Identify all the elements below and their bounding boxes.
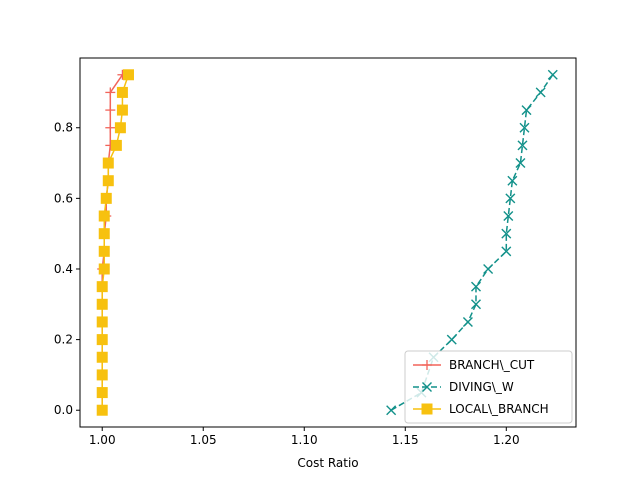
marker-stroke (505, 193, 516, 204)
marker-stroke (446, 334, 457, 345)
data-point (114, 122, 126, 134)
x-axis-label: Cost Ratio (297, 456, 358, 470)
data-point (501, 246, 512, 257)
legend-label: DIVING\_W (449, 380, 514, 394)
legend-box (404, 350, 573, 424)
data-point (100, 192, 112, 204)
data-point (96, 298, 108, 310)
data-point (105, 105, 116, 116)
marker-stroke (519, 122, 530, 133)
legend-label: LOCAL\_BRANCH (449, 402, 549, 416)
marker-stroke (507, 175, 518, 186)
data-point (462, 316, 473, 327)
data-point (96, 316, 108, 328)
y-tick-label: 0.6 (54, 191, 73, 205)
data-point (501, 228, 512, 239)
data-point (102, 157, 114, 169)
data-point (96, 369, 108, 381)
series-2 (96, 69, 134, 416)
data-point (98, 263, 110, 275)
data-point (122, 69, 134, 81)
data-point (105, 87, 116, 98)
legend: BRANCH\_CUT DIVING\_W LOCAL\_BRANCH (404, 350, 573, 424)
data-point (96, 387, 108, 399)
plot-border (79, 57, 577, 428)
data-point (102, 175, 114, 187)
data-point (483, 263, 494, 274)
y-tick-label: 0.2 (54, 333, 73, 347)
y-tick-label: 0.4 (54, 262, 73, 276)
data-point (98, 228, 110, 240)
marker-stroke (501, 228, 512, 239)
x-tick-label: 1.00 (89, 433, 116, 447)
data-point (96, 351, 108, 363)
data-point (96, 281, 108, 293)
marker-stroke (503, 211, 514, 222)
data-point (521, 105, 532, 116)
data-point (96, 334, 108, 346)
marker-stroke (521, 105, 532, 116)
data-point (105, 122, 116, 133)
data-point (519, 122, 530, 133)
marker-stroke (517, 140, 528, 151)
legend-marker (422, 360, 432, 370)
marker-stroke (547, 69, 558, 80)
legend-label: BRANCH\_CUT (449, 358, 535, 372)
data-point (96, 404, 108, 416)
legend-marker (421, 403, 433, 415)
series-layer (96, 69, 558, 416)
data-point (386, 405, 397, 416)
marker-stroke (470, 299, 481, 310)
legend-entry: BRANCH\_CUT (413, 358, 535, 372)
x-tick-label: 1.20 (493, 433, 520, 447)
data-point (547, 69, 558, 80)
data-point (505, 193, 516, 204)
data-point (446, 334, 457, 345)
y-tick-label: 0.0 (54, 403, 73, 417)
data-point (98, 245, 110, 257)
data-point (470, 281, 481, 292)
data-point (507, 175, 518, 186)
data-point (116, 104, 128, 116)
marker-stroke (535, 87, 546, 98)
x-tick-label: 1.10 (291, 433, 318, 447)
data-point (98, 210, 110, 222)
x-tick-label: 1.05 (190, 433, 217, 447)
legend-entry: DIVING\_W (413, 380, 514, 394)
x-tick-label: 1.15 (392, 433, 419, 447)
marker-stroke (515, 158, 526, 169)
marker-stroke (501, 246, 512, 257)
marker-stroke (422, 382, 432, 392)
data-point (116, 86, 128, 98)
marker-stroke (483, 263, 494, 274)
y-tick-label: 0.8 (54, 121, 73, 135)
data-point (515, 158, 526, 169)
marker-stroke (470, 281, 481, 292)
legend-entry: LOCAL\_BRANCH (413, 402, 549, 416)
marker-stroke (462, 316, 473, 327)
y-axis: 0.0 0.2 0.4 0.6 0.8 (54, 121, 80, 417)
legend-marker (422, 382, 432, 392)
marker-stroke (386, 405, 397, 416)
data-point (110, 139, 122, 151)
data-point (503, 211, 514, 222)
data-point (517, 140, 528, 151)
data-point (535, 87, 546, 98)
data-point (470, 299, 481, 310)
x-axis: 1.00 1.05 1.10 1.15 1.20 (89, 427, 520, 447)
